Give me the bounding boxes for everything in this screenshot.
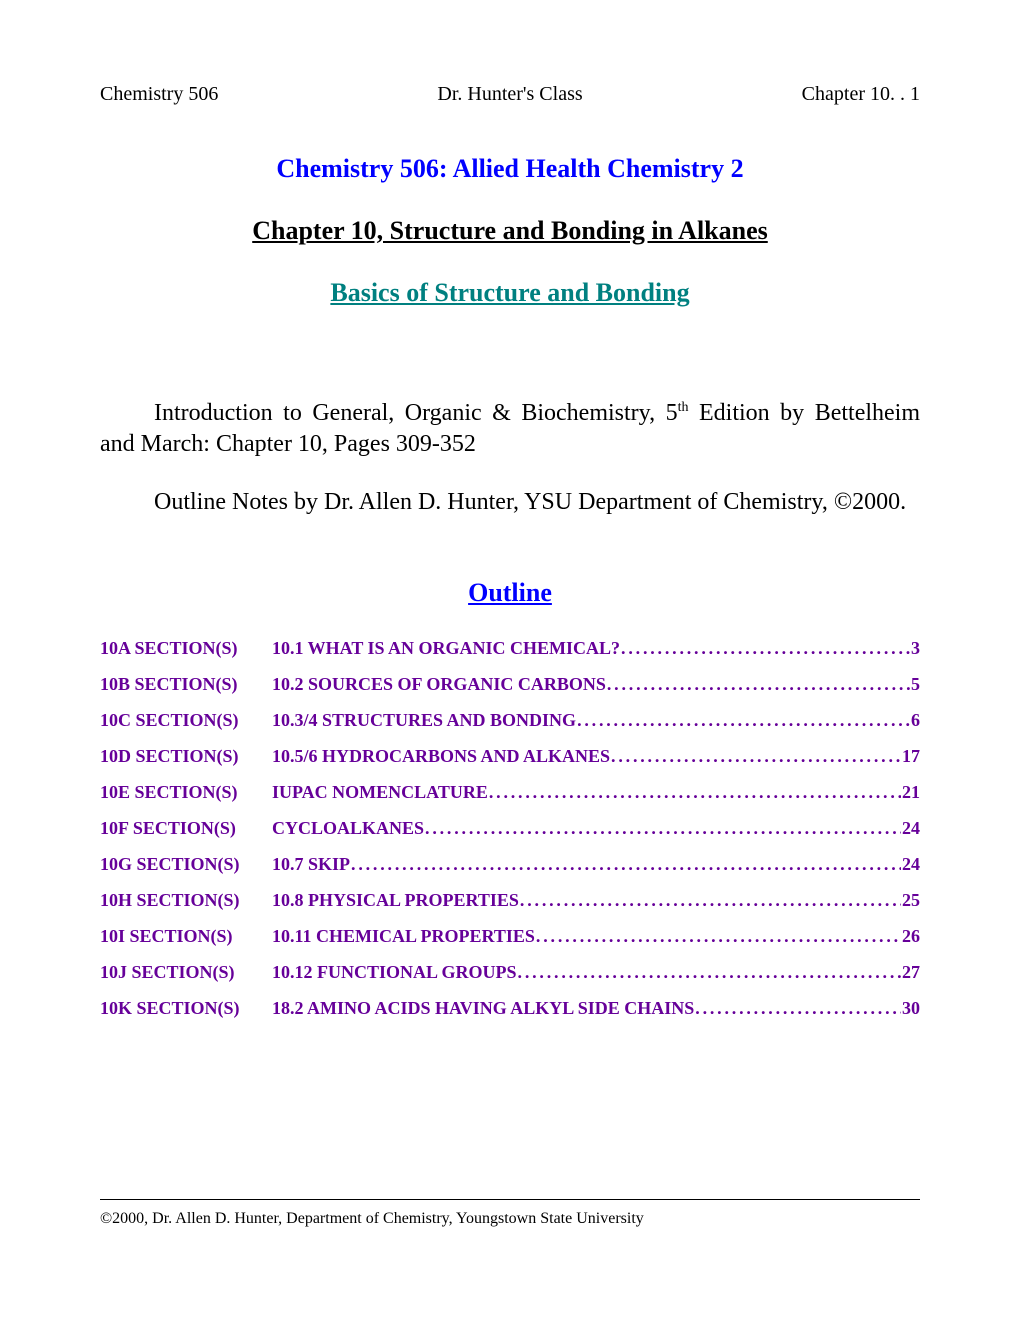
toc-page-number: 24 [902, 818, 920, 839]
intro-text-2: Outline Notes by Dr. Allen D. Hunter, YS… [154, 489, 906, 515]
toc-section-label: 10B SECTION(S) [100, 674, 272, 695]
table-of-contents: 10A SECTION(S) 10.1 WHAT IS AN ORGANIC C… [100, 638, 920, 1019]
toc-page-number: 21 [902, 782, 920, 803]
toc-section-label: 10D SECTION(S) [100, 746, 272, 767]
toc-title: 10.12 FUNCTIONAL GROUPS [272, 962, 517, 983]
toc-leader-dots [489, 782, 901, 803]
outline-heading: Outline [100, 578, 920, 608]
toc-section-label: 10A SECTION(S) [100, 638, 272, 659]
toc-leader-dots [425, 818, 901, 839]
intro-paragraph-1: Introduction to General, Organic & Bioch… [100, 398, 920, 459]
toc-entry[interactable]: 10D SECTION(S) 10.5/6 HYDROCARBONS AND A… [100, 746, 920, 767]
toc-leader-dots [536, 926, 901, 947]
chapter-title: Chapter 10, Structure and Bonding in Alk… [100, 216, 920, 246]
toc-section-label: 10H SECTION(S) [100, 890, 272, 911]
toc-title: 10.5/6 HYDROCARBONS AND ALKANES [272, 746, 610, 767]
subtitle: Basics of Structure and Bonding [100, 278, 920, 308]
toc-title: 10.1 WHAT IS AN ORGANIC CHEMICAL? [272, 638, 620, 659]
toc-page-number: 3 [911, 638, 920, 659]
header-center: Dr. Hunter's Class [437, 83, 582, 106]
course-title: Chemistry 506: Allied Health Chemistry 2 [100, 154, 920, 184]
toc-section-label: 10I SECTION(S) [100, 926, 272, 947]
toc-page-number: 25 [902, 890, 920, 911]
toc-page-number: 26 [902, 926, 920, 947]
toc-leader-dots [577, 710, 910, 731]
toc-entry[interactable]: 10K SECTION(S) 18.2 AMINO ACIDS HAVING A… [100, 998, 920, 1019]
footer-divider [100, 1199, 920, 1200]
toc-title: CYCLOALKANES [272, 818, 424, 839]
header-left: Chemistry 506 [100, 83, 218, 106]
toc-leader-dots [351, 854, 901, 875]
intro-paragraph-2: Outline Notes by Dr. Allen D. Hunter, YS… [100, 487, 920, 518]
toc-entry[interactable]: 10C SECTION(S) 10.3/4 STRUCTURES AND BON… [100, 710, 920, 731]
footer-copyright: ©2000, Dr. Allen D. Hunter, Department o… [100, 1210, 644, 1228]
toc-entry[interactable]: 10H SECTION(S) 10.8 PHYSICAL PROPERTIES … [100, 890, 920, 911]
toc-title: IUPAC NOMENCLATURE [272, 782, 488, 803]
toc-leader-dots [695, 998, 901, 1019]
toc-entry[interactable]: 10B SECTION(S) 10.2 SOURCES OF ORGANIC C… [100, 674, 920, 695]
toc-title: 10.3/4 STRUCTURES AND BONDING [272, 710, 576, 731]
toc-page-number: 6 [911, 710, 920, 731]
toc-page-number: 17 [902, 746, 920, 767]
toc-section-label: 10J SECTION(S) [100, 962, 272, 983]
toc-leader-dots [518, 962, 901, 983]
toc-entry[interactable]: 10G SECTION(S) 10.7 SKIP 24 [100, 854, 920, 875]
toc-title: 18.2 AMINO ACIDS HAVING ALKYL SIDE CHAIN… [272, 998, 694, 1019]
toc-title: 10.2 SOURCES OF ORGANIC CARBONS [272, 674, 606, 695]
toc-title: 10.8 PHYSICAL PROPERTIES [272, 890, 519, 911]
toc-leader-dots [621, 638, 910, 659]
toc-page-number: 27 [902, 962, 920, 983]
toc-page-number: 30 [902, 998, 920, 1019]
toc-page-number: 24 [902, 854, 920, 875]
document-page: Chemistry 506 Dr. Hunter's Class Chapter… [0, 0, 1020, 1320]
toc-entry[interactable]: 10J SECTION(S) 10.12 FUNCTIONAL GROUPS 2… [100, 962, 920, 983]
toc-section-label: 10F SECTION(S) [100, 818, 272, 839]
toc-leader-dots [520, 890, 901, 911]
toc-title: 10.7 SKIP [272, 854, 350, 875]
ordinal-suffix: th [678, 400, 689, 415]
toc-section-label: 10E SECTION(S) [100, 782, 272, 803]
toc-section-label: 10K SECTION(S) [100, 998, 272, 1019]
toc-leader-dots [607, 674, 910, 695]
toc-title: 10.11 CHEMICAL PROPERTIES [272, 926, 535, 947]
header-right: Chapter 10. . 1 [802, 83, 920, 106]
toc-entry[interactable]: 10F SECTION(S) CYCLOALKANES 24 [100, 818, 920, 839]
toc-entry[interactable]: 10A SECTION(S) 10.1 WHAT IS AN ORGANIC C… [100, 638, 920, 659]
toc-section-label: 10G SECTION(S) [100, 854, 272, 875]
toc-page-number: 5 [911, 674, 920, 695]
intro-text-prefix: Introduction to General, Organic & Bioch… [154, 400, 678, 426]
page-header: Chemistry 506 Dr. Hunter's Class Chapter… [100, 83, 920, 106]
toc-entry[interactable]: 10E SECTION(S) IUPAC NOMENCLATURE 21 [100, 782, 920, 803]
toc-entry[interactable]: 10I SECTION(S) 10.11 CHEMICAL PROPERTIES… [100, 926, 920, 947]
toc-leader-dots [611, 746, 901, 767]
toc-section-label: 10C SECTION(S) [100, 710, 272, 731]
